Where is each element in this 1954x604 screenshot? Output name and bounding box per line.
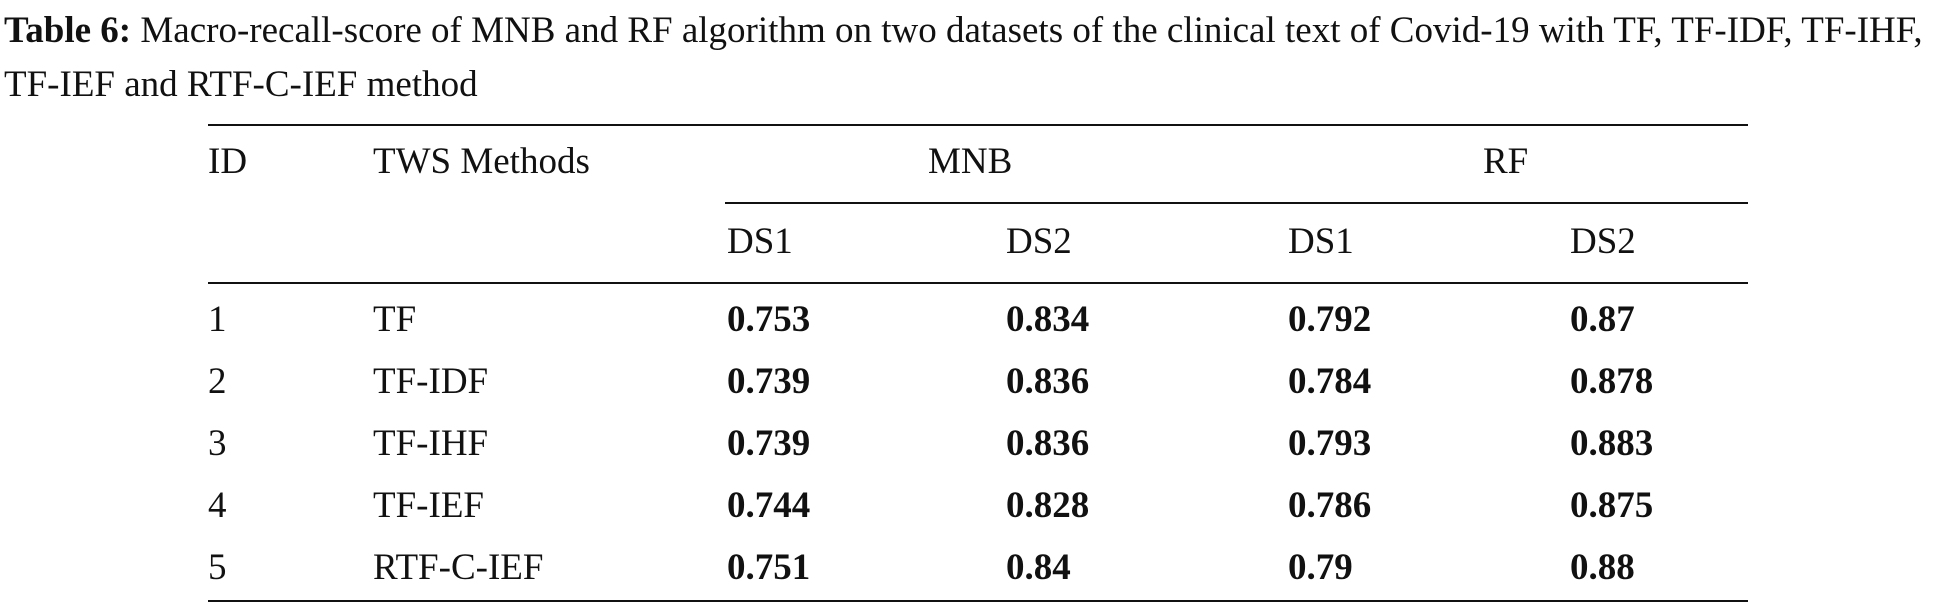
row-4-mnb-ds1: 0.744: [727, 485, 811, 526]
row-4-mnb-ds2: 0.828: [1006, 485, 1090, 526]
row-1-mnb-ds2: 0.834: [1006, 299, 1090, 340]
row-1-id: 1: [208, 299, 227, 340]
row-5-rf-ds1: 0.79: [1288, 547, 1353, 588]
header-mnb: MNB: [928, 141, 1013, 182]
header-rf: RF: [1483, 141, 1529, 182]
caption-text: Macro-recall-score of MNB and RF algorit…: [4, 10, 1923, 105]
row-4-rf-ds2: 0.875: [1570, 485, 1654, 526]
row-3-id: 3: [208, 423, 227, 464]
table-caption: Table 6: Macro-recall-score of MNB and R…: [4, 4, 1952, 112]
header-rf-ds2: DS2: [1570, 221, 1636, 262]
row-3-mnb-ds2: 0.836: [1006, 423, 1090, 464]
row-3-method: TF-IHF: [373, 423, 489, 464]
header-rule: [208, 282, 1748, 284]
row-3-mnb-ds1: 0.739: [727, 423, 811, 464]
row-1-method: TF: [373, 299, 417, 340]
group-rule: [725, 202, 1748, 204]
row-2-id: 2: [208, 361, 227, 402]
header-id: ID: [208, 141, 248, 182]
row-4-id: 4: [208, 485, 227, 526]
row-2-mnb-ds1: 0.739: [727, 361, 811, 402]
row-1-rf-ds1: 0.792: [1288, 299, 1372, 340]
row-4-method: TF-IEF: [373, 485, 484, 526]
row-4-rf-ds1: 0.786: [1288, 485, 1372, 526]
row-5-id: 5: [208, 547, 227, 588]
row-5-mnb-ds2: 0.84: [1006, 547, 1071, 588]
row-3-rf-ds2: 0.883: [1570, 423, 1654, 464]
row-2-method: TF-IDF: [373, 361, 489, 402]
row-3-rf-ds1: 0.793: [1288, 423, 1372, 464]
row-2-mnb-ds2: 0.836: [1006, 361, 1090, 402]
top-rule: [208, 124, 1748, 126]
row-2-rf-ds1: 0.784: [1288, 361, 1372, 402]
header-mnb-ds1: DS1: [727, 221, 793, 262]
row-5-mnb-ds1: 0.751: [727, 547, 811, 588]
row-5-method: RTF-C-IEF: [373, 547, 544, 588]
row-5-rf-ds2: 0.88: [1570, 547, 1635, 588]
header-mnb-ds2: DS2: [1006, 221, 1072, 262]
row-1-rf-ds2: 0.87: [1570, 299, 1635, 340]
bottom-rule: [208, 600, 1748, 602]
header-methods: TWS Methods: [373, 141, 590, 182]
row-1-mnb-ds1: 0.753: [727, 299, 811, 340]
row-2-rf-ds2: 0.878: [1570, 361, 1654, 402]
header-rf-ds1: DS1: [1288, 221, 1354, 262]
caption-label: Table 6:: [4, 10, 132, 51]
